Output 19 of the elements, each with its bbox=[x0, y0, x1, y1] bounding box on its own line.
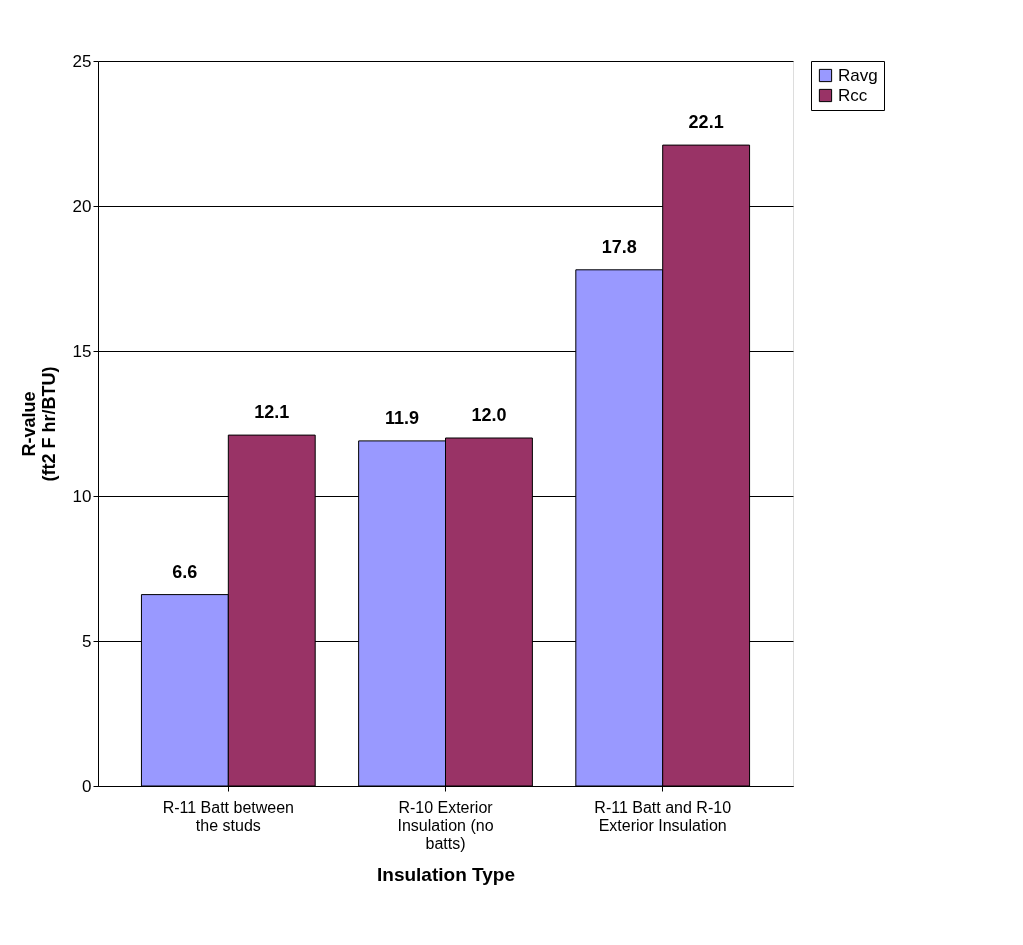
text: 17.8 bbox=[601, 236, 637, 257]
y-tick-label: 5 bbox=[82, 631, 92, 651]
y-axis-title: R-value (ft2 F hr/BTU) bbox=[18, 366, 59, 482]
x-tick-label: R-11 Batt and R-10 Exterior Insulation bbox=[594, 798, 732, 834]
y-tick-label: 15 bbox=[72, 341, 92, 361]
y-tick-label: 20 bbox=[72, 196, 92, 216]
text: 11.9 bbox=[385, 407, 420, 428]
y-tick-label: 10 bbox=[72, 486, 92, 506]
text: 6.6 bbox=[172, 561, 198, 582]
legend-label: Ravg bbox=[838, 65, 878, 85]
legend-label: Rcc bbox=[838, 85, 868, 105]
y-tick-label: 25 bbox=[72, 51, 92, 71]
x-tick-label: R-11 Batt between the studs bbox=[162, 798, 294, 834]
text: 12.1 bbox=[254, 402, 290, 423]
y-tick-label: 0 bbox=[82, 776, 92, 796]
x-axis-title: Insulation Type bbox=[377, 863, 515, 885]
x-tick-label: R-10 Exterior Insulation (no batts) bbox=[397, 798, 494, 852]
text: 12.0 bbox=[471, 405, 507, 425]
text: 22.1 bbox=[688, 112, 724, 133]
